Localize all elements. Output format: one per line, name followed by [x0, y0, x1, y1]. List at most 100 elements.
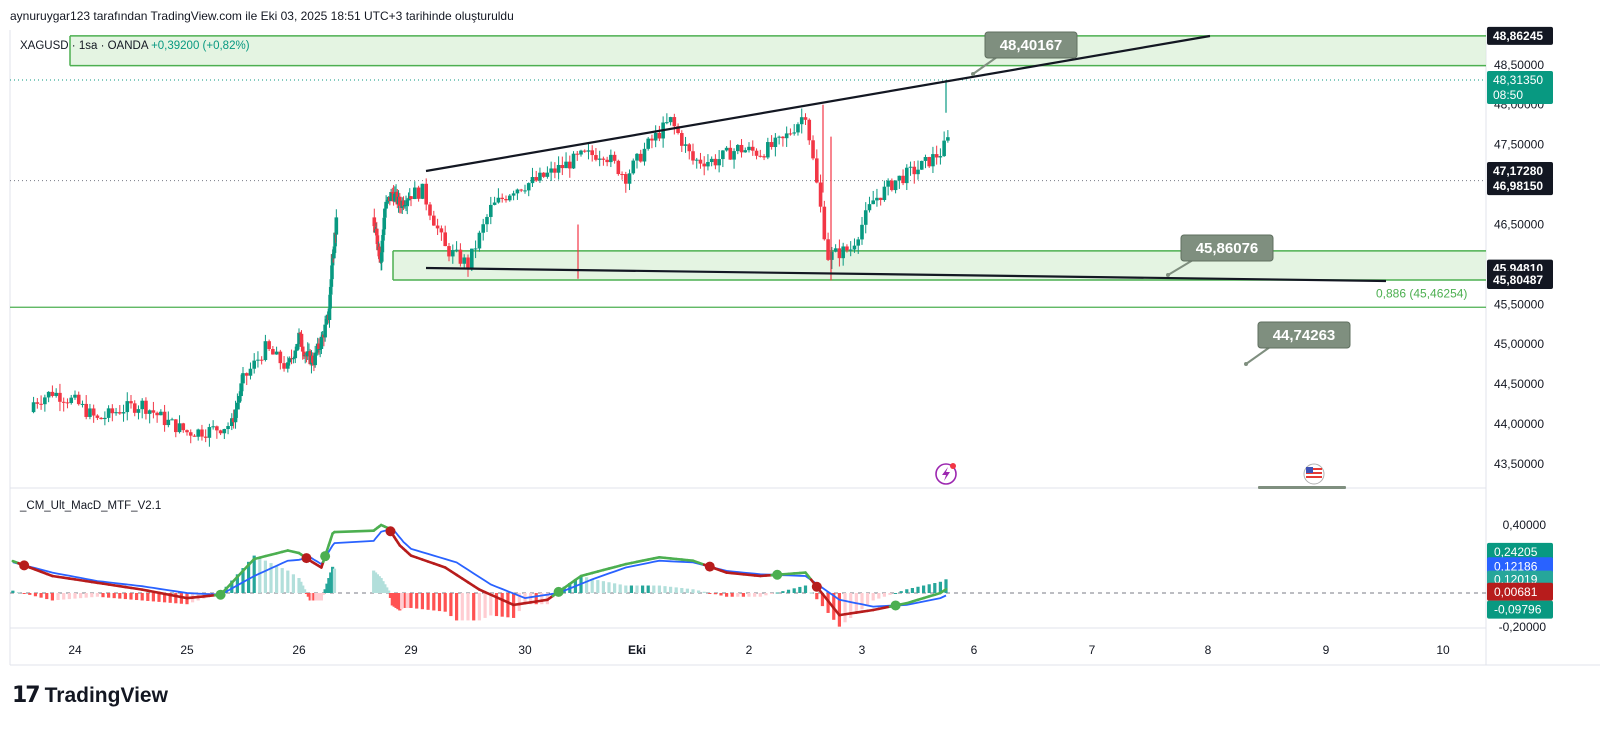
histogram-bar: [327, 578, 331, 593]
candle-body: [799, 117, 804, 125]
candle-body: [627, 173, 632, 184]
histogram-bar: [387, 590, 391, 593]
candle-body: [519, 189, 523, 191]
price-tick-label: 46,50000: [1494, 217, 1544, 231]
histogram-bar: [403, 593, 407, 608]
candle-body: [668, 117, 673, 123]
histogram-bar: [331, 566, 335, 593]
candle-body: [706, 162, 710, 167]
candle-body: [121, 412, 126, 414]
candle-body: [530, 177, 535, 184]
candles-layer: [31, 80, 950, 447]
candle-body: [919, 160, 924, 170]
tradingview-logo[interactable]: 17 TradingView: [12, 683, 168, 708]
macd-line-segment: [230, 575, 239, 585]
candle-body: [721, 150, 725, 160]
candle-body: [927, 157, 931, 167]
candle-body: [646, 138, 650, 149]
candle-body: [672, 117, 677, 127]
macd-value-label: 0,24205: [1494, 545, 1538, 559]
macd-value-label: 0,00681: [1494, 585, 1538, 599]
price-badge-label: 47,17280: [1493, 164, 1543, 178]
histogram-bar: [241, 568, 245, 593]
candle-body: [875, 197, 879, 201]
time-tick-label: 30: [518, 643, 532, 657]
histogram-bar: [118, 593, 122, 599]
candle-body: [538, 172, 542, 181]
callout-anchor: [1244, 362, 1248, 366]
macd-indicator-title[interactable]: _CM_Ult_MacD_MTF_V2.1: [20, 500, 162, 512]
macd-line-segment: [826, 599, 836, 610]
histogram-bar: [635, 585, 639, 593]
candle-body: [73, 394, 77, 398]
candle-body: [579, 150, 583, 155]
histogram-bar: [321, 593, 325, 595]
histogram-bar: [383, 584, 387, 593]
histogram-bar: [33, 593, 38, 597]
histogram-bar: [297, 578, 301, 593]
histogram-bar: [601, 581, 605, 593]
candle-body: [571, 153, 576, 169]
histogram-bar: [803, 585, 808, 593]
candle-body: [398, 196, 402, 206]
candle-body: [332, 246, 337, 253]
histogram-bar: [286, 570, 290, 593]
price-tick-label: 45,50000: [1494, 297, 1544, 311]
candle-body: [443, 232, 447, 247]
histogram-bar: [437, 593, 442, 612]
histogram-bar: [325, 583, 329, 593]
candle-body: [256, 359, 260, 361]
macd-line-segment: [247, 557, 256, 567]
macd-value-label: -0,09796: [1494, 603, 1542, 617]
candle-body: [432, 215, 436, 226]
candle-body: [310, 355, 315, 363]
macd-line-segment: [333, 529, 375, 534]
candle-body: [84, 403, 88, 417]
candle-body: [424, 183, 428, 205]
histogram-bar: [112, 593, 116, 599]
candle-body: [271, 349, 275, 355]
candle-body: [841, 246, 845, 259]
us-flag-icon[interactable]: [1303, 463, 1325, 485]
candle-body: [188, 432, 193, 436]
candle-body: [241, 373, 245, 384]
candle-body: [818, 182, 823, 207]
time-tick-label: 7: [1089, 643, 1096, 657]
histogram-bar: [815, 593, 819, 600]
candle-body: [333, 232, 337, 247]
histogram-bar: [905, 589, 909, 593]
candle-body: [110, 408, 115, 414]
histogram-bar: [753, 593, 757, 597]
histogram-bar: [781, 591, 785, 593]
candle-body: [125, 401, 130, 413]
macd-line-segment: [219, 587, 228, 597]
symbol-legend[interactable]: XAGUSD · 1sa · OANDA +0,39200 (+0,82%): [20, 40, 250, 52]
candle-body: [330, 254, 335, 266]
time-tick-label: 2: [746, 643, 753, 657]
candle-body: [118, 412, 122, 414]
candle-body: [815, 158, 819, 183]
candle-body: [905, 167, 909, 184]
candle-body: [328, 294, 332, 309]
macd-line-segment: [241, 563, 250, 573]
candle-body: [166, 419, 171, 426]
histogram-bar: [775, 592, 779, 594]
lightning-icon[interactable]: [935, 463, 957, 485]
candle-body: [575, 153, 580, 155]
candle-body: [324, 319, 329, 325]
histogram-bar: [319, 593, 323, 601]
candle-body: [620, 174, 624, 176]
candle-body: [624, 174, 628, 184]
histogram-bar: [500, 593, 504, 617]
histogram-bar: [455, 593, 459, 621]
last-price-badge: [1487, 71, 1553, 104]
time-tick-label: 25: [180, 643, 194, 657]
histogram-bar: [50, 593, 54, 601]
candle-body: [401, 200, 406, 207]
candle-body: [174, 419, 178, 433]
countdown-label: 08:50: [1493, 88, 1523, 102]
histogram-bar: [641, 585, 645, 593]
candle-body: [381, 229, 386, 235]
histogram-bar: [415, 593, 419, 609]
chart-canvas[interactable]: 0,886 (45,46254) 48,5000048,0000047,5000…: [0, 0, 1600, 670]
